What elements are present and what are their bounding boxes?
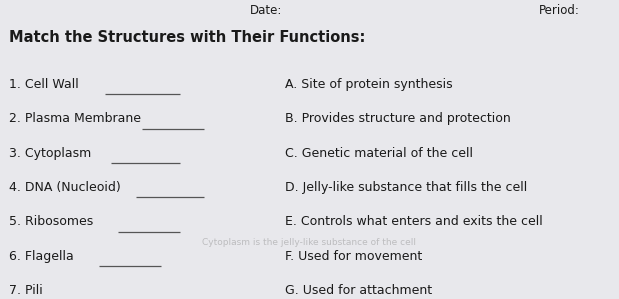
Text: 6. Flagella: 6. Flagella bbox=[9, 250, 74, 263]
Text: C. Genetic material of the cell: C. Genetic material of the cell bbox=[285, 147, 473, 159]
Text: A. Site of protein synthesis: A. Site of protein synthesis bbox=[285, 78, 452, 91]
Text: 2. Plasma Membrane: 2. Plasma Membrane bbox=[9, 112, 141, 125]
Text: 5. Ribosomes: 5. Ribosomes bbox=[9, 215, 93, 228]
Text: 3. Cytoplasm: 3. Cytoplasm bbox=[9, 147, 92, 159]
Text: E. Controls what enters and exits the cell: E. Controls what enters and exits the ce… bbox=[285, 215, 542, 228]
Text: 1. Cell Wall: 1. Cell Wall bbox=[9, 78, 79, 91]
Text: 7. Pili: 7. Pili bbox=[9, 284, 43, 297]
Text: F. Used for movement: F. Used for movement bbox=[285, 250, 422, 263]
Text: Match the Structures with Their Functions:: Match the Structures with Their Function… bbox=[9, 30, 366, 45]
Text: G. Used for attachment: G. Used for attachment bbox=[285, 284, 432, 297]
Text: D. Jelly-like substance that fills the cell: D. Jelly-like substance that fills the c… bbox=[285, 181, 527, 194]
Text: Date:: Date: bbox=[250, 4, 282, 17]
Text: B. Provides structure and protection: B. Provides structure and protection bbox=[285, 112, 511, 125]
Text: 4. DNA (Nucleoid): 4. DNA (Nucleoid) bbox=[9, 181, 121, 194]
Text: Period:: Period: bbox=[539, 4, 579, 17]
Text: Cytoplasm is the jelly-like substance of the cell: Cytoplasm is the jelly-like substance of… bbox=[202, 238, 417, 247]
